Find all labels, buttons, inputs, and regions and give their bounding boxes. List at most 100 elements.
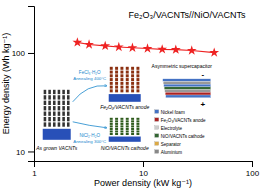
device-legend-label: Separator [161,142,182,147]
block-pillar [131,120,134,122]
block-pillar [44,90,47,94]
block-pillar [58,122,61,126]
block-pillar [44,122,47,126]
block-pillar [44,95,47,99]
block-pillar [58,90,61,94]
block-pillar [110,86,113,89]
block-pillar [115,118,118,120]
block-pillar [131,67,134,70]
block-pillar [48,90,51,94]
device-layer [164,84,211,87]
block-pillar [126,133,129,135]
block-pillar [126,125,129,127]
device-legend-label: Electrolyte [161,126,183,131]
block-pillar [120,67,123,70]
plot-area [72,37,219,56]
block-base [109,137,141,142]
block-pillar [48,101,51,105]
annotation: FeCl₃·H₂O [79,70,101,75]
block-pillar [136,82,139,85]
block-pillar [126,71,129,74]
block-pillar [120,89,123,92]
device-layer [166,95,211,98]
block-base [109,94,141,102]
device-legend-label: NiO/VACNTs cathode [161,134,205,139]
block-pillar [120,123,123,125]
block-pillar [120,128,123,130]
block-pillar [44,117,47,121]
block-pillar [53,95,56,99]
x-tick-label: 1 [32,169,37,178]
block-pillar [136,123,139,125]
device-legend-swatch [155,142,159,146]
block-pillar [136,78,139,81]
block-pillar [67,106,70,110]
block-pillar [120,125,123,127]
schematic-arrow [73,122,107,128]
block-pillar [120,82,123,85]
block-pillar [53,101,56,105]
block-pillar [115,130,118,132]
block-pillar [120,130,123,132]
block-pillar [126,74,129,77]
block-pillar [136,118,139,120]
device-legend-label: Aluminium [161,150,183,155]
data-point [171,45,181,54]
block-pillar [136,133,139,135]
block-pillar [131,78,134,81]
block-pillar [62,112,65,116]
block-pillar [110,71,113,74]
block-pillar [126,78,129,81]
block-pillar [58,112,61,116]
block-pillar [62,101,65,105]
block-pillar [115,125,118,127]
block-pillar [126,67,129,70]
block-pillar [110,128,113,130]
schematic-block [109,67,141,102]
block-pillar [136,120,139,122]
x-tick-mark [252,161,253,167]
block-pillar [110,118,113,120]
block-pillar [136,67,139,70]
block-pillar [58,95,61,99]
block-pillar [67,95,70,99]
block-pillar [115,89,118,92]
block-pillar [120,71,123,74]
block-pillar [110,78,113,81]
block-pillar [131,128,134,130]
data-point [128,43,138,52]
plot: 11010010100Power density (kW kg⁻¹)Energy… [1,7,260,189]
block-pillar [48,106,51,110]
block-pillar [131,123,134,125]
block-pillar [120,133,123,135]
x-tick: 100 [246,161,260,178]
x-axis-label: Power density (kW kg⁻¹) [94,178,192,188]
schematic-arrow [73,86,107,102]
block-pillar [115,133,118,135]
block-pillar [131,74,134,77]
device-legend-label: Fe₂O₃/VACNTs anode [161,118,206,123]
block-pillar [131,86,134,89]
block-pillar [67,117,70,121]
block-pillar [53,112,56,116]
data-point [157,44,167,53]
block-pillar [53,90,56,94]
block-pillar [136,74,139,77]
block-pillar [126,89,129,92]
block-pillar [115,71,118,74]
chart-container: 11010010100Power density (kW kg⁻¹)Energy… [0,0,262,189]
block-pillar [136,125,139,127]
block-pillar [136,128,139,130]
block-pillar [115,120,118,122]
block-pillar [110,82,113,85]
annotation: As grown VACNTs [35,145,77,151]
block-pillar [126,130,129,132]
y-axis-label: Energy density (Wh kg⁻¹) [1,33,11,134]
schematic-block [109,118,141,142]
block-pillar [62,117,65,121]
block-pillar [115,78,118,81]
y-tick-mark [28,151,34,152]
x-tick-mark [143,161,144,167]
block-pillar [67,90,70,94]
x-axis: 110100 [32,161,259,178]
